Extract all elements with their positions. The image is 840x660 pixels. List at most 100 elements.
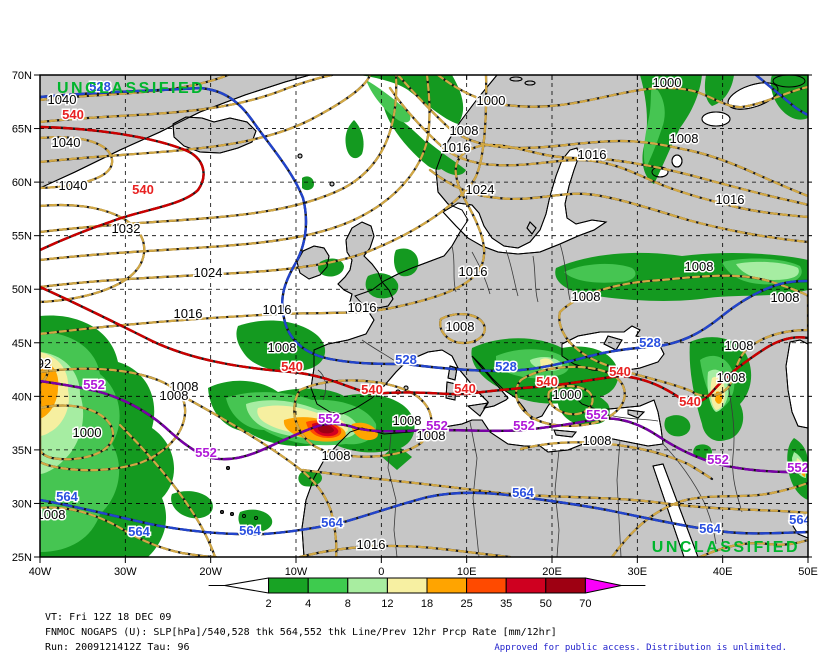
colorbar-segment — [466, 577, 507, 594]
slp-contours-overlay — [40, 75, 808, 557]
colorbar-tick-label: 2 — [266, 598, 272, 610]
lon-tick-label: 50E — [798, 566, 818, 578]
classification-bottom-right: UNCLASSIFIED — [652, 539, 800, 556]
eurasia-africa-landmass — [301, 75, 808, 557]
model-description-text: FNMOC NOGAPS (U): SLP[hPa]/540,528 thk 5… — [45, 627, 557, 638]
lat-tick-label: 70N — [12, 70, 32, 82]
lon-tick-label: 40W — [29, 566, 52, 578]
slp-contour-label: 1016 — [716, 192, 745, 207]
slp-contour-label: 1016 — [263, 302, 292, 317]
colorbar-segment — [268, 577, 309, 594]
crete — [553, 429, 577, 438]
madeira — [226, 466, 230, 470]
thickness-540-label: 540 — [454, 381, 476, 396]
slp-contour-label: 1008 — [322, 448, 351, 463]
colorbar-segment — [545, 577, 586, 594]
lat-tick-label: 30N — [12, 498, 32, 510]
thickness-528-label: 528 — [495, 359, 517, 374]
colorbar-tick-label: 50 — [540, 598, 552, 610]
run-info-text: Run: 2009121412Z Tau: 96 — [45, 642, 190, 653]
thickness-540-label: 540 — [132, 182, 154, 197]
slp-contour-label: 1008 — [685, 259, 714, 274]
colorbar-under-arrow — [224, 577, 270, 594]
red-sea — [652, 463, 699, 557]
colorbar-tick-label: 25 — [460, 598, 472, 610]
slp-contour-label: 1000 — [653, 75, 682, 90]
slp-contour-label: 1032 — [112, 221, 141, 236]
thickness-552-label: 552 — [787, 460, 809, 475]
slp-contour-label: 1016 — [578, 147, 607, 162]
canary-3 — [242, 514, 246, 518]
thickness-564-label: 564 — [321, 515, 343, 530]
precip-colorbar: 2 4 8 12 18 25 35 50 70 — [208, 577, 646, 610]
thickness-564-label: 564 — [56, 489, 78, 504]
slp-contour-label: 1040 — [52, 135, 81, 150]
thickness-552-label: 552 — [83, 377, 105, 392]
slp-contour-label: 1016 — [357, 537, 386, 552]
lon-tick-label: 20W — [199, 566, 222, 578]
lon-tick-label: 0 — [378, 566, 384, 578]
slp-contour-label: 1016 — [442, 140, 471, 155]
slp-contour-label: 1008 — [170, 379, 199, 394]
slp-contour-label: 1008 — [725, 338, 754, 353]
canary-2 — [230, 512, 234, 516]
lon-tick-label: 10W — [285, 566, 308, 578]
canary-1 — [220, 510, 224, 514]
eurasia-africa-landmass — [301, 75, 808, 557]
map-area: 1040 1040 1040 1032 1024 1016 1016 1016 1016 1008… — [37, 75, 811, 557]
slp-contour-label: 1040 — [48, 92, 77, 107]
thickness-564-line-overlay — [40, 491, 808, 536]
thickness-552-label: 552 — [195, 445, 217, 460]
precip-50mm — [317, 424, 334, 434]
slp-contour-label: 1008 — [37, 507, 66, 522]
approval-text: Approved for public access. Distribution… — [494, 643, 787, 653]
cyprus — [627, 409, 646, 419]
lat-tick-label: 45N — [12, 338, 32, 350]
colorbar-tick-label: 12 — [381, 598, 393, 610]
precipitation-shading — [40, 75, 808, 557]
greenland-landmass — [40, 75, 311, 189]
thickness-540-label: 540 — [609, 364, 631, 379]
iceland — [172, 116, 257, 154]
thickness-528-line-overlay — [40, 75, 808, 373]
colorbar-tick-label: 4 — [305, 598, 311, 610]
thickness-labels: 540 540 540 540 540 540 540 540 528 528 528 528 552 5… — [55, 78, 811, 541]
thickness-528-label: 528 — [89, 79, 111, 94]
thickness-540-label: 540 — [679, 394, 701, 409]
thickness-552-label: 552 — [513, 418, 535, 433]
svalbard-2 — [524, 80, 536, 86]
faroe — [297, 153, 303, 159]
thickness-564-label: 564 — [789, 512, 811, 527]
slp-contour-label: 1008 — [583, 433, 612, 448]
thickness-540-line-overlay — [40, 125, 808, 404]
lake-small — [671, 154, 683, 168]
land-layer — [40, 75, 808, 557]
slp-contour-label: 1008 — [446, 319, 475, 334]
grid-lines — [40, 75, 808, 557]
thickness-552-label: 552 — [318, 411, 340, 426]
great-britain — [337, 221, 394, 309]
classification-top-left: UNCLASSIFIED — [57, 80, 205, 97]
slp-contour-label: 1016 — [459, 264, 488, 279]
thickness-528-label: 528 — [639, 335, 661, 350]
iceland — [172, 116, 257, 154]
lon-tick-label: 20E — [542, 566, 562, 578]
slp-contour-label: 1008 — [393, 413, 422, 428]
slp-contour-label: 1008 — [268, 340, 297, 355]
persian-gulf — [792, 515, 808, 539]
thickness-552-label: 552 — [586, 407, 608, 422]
slp-contour-label: 1008 — [417, 428, 446, 443]
lat-tick-label: 65N — [12, 124, 32, 136]
slp-contour-label: 1040 — [59, 178, 88, 193]
colorbar-segment — [307, 577, 349, 594]
colorbar-segment — [386, 577, 428, 594]
colorbar-tick-label: 8 — [345, 598, 351, 610]
baltic-sea — [442, 147, 608, 255]
barents-inlet — [772, 75, 806, 88]
thickness-528-label: 528 — [395, 352, 417, 367]
slp-contour-label: 1008 — [670, 131, 699, 146]
lat-tick-label: 55N — [12, 231, 32, 243]
longitude-axis: 40W 30W 20W 10W 0 10E 20E 30E 40E 50E — [29, 75, 818, 578]
